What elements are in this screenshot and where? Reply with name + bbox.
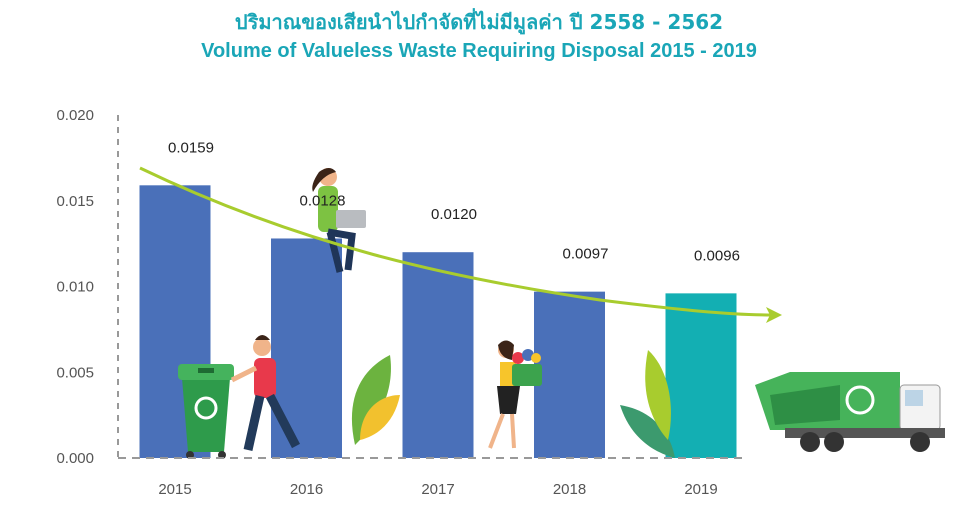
woman-with-laptop-icon [312, 168, 366, 273]
y-tick-label: 0.000 [56, 450, 94, 467]
y-tick-label: 0.005 [56, 364, 94, 381]
data-label: 0.0097 [563, 246, 609, 263]
woman-carrying-recycling-box-icon [488, 340, 542, 449]
y-tick-label: 0.020 [56, 107, 94, 124]
trend-curve [139, 166, 773, 317]
bar-2017 [402, 252, 474, 458]
bar-2019 [665, 293, 737, 458]
data-label: 0.0128 [300, 192, 346, 209]
garbage-truck-icon [755, 372, 945, 452]
chart-title-english: Volume of Valueless Waste Requiring Disp… [201, 40, 757, 62]
trend-arrowhead [766, 307, 782, 323]
x-tick-label: 2017 [421, 481, 454, 498]
x-tick-label: 2016 [290, 481, 323, 498]
data-label: 0.0120 [431, 206, 477, 223]
x-tick-label: 2018 [553, 481, 586, 498]
data-label: 0.0159 [168, 139, 214, 156]
x-tick-label: 2015 [158, 481, 191, 498]
recycle-bin-icon [178, 364, 234, 459]
plant-icon [351, 355, 400, 445]
y-tick-label: 0.015 [56, 193, 94, 210]
x-tick-label: 2019 [684, 481, 717, 498]
chart-title-thai: ปริมาณของเสียนำไปกำจัดที่ไม่มีมูลค่า ปี … [234, 10, 724, 34]
bar-2018 [534, 291, 605, 458]
plant-icon [620, 350, 675, 458]
person-pushing-bin-icon [230, 335, 300, 451]
data-label: 0.0096 [694, 247, 740, 264]
y-tick-label: 0.010 [56, 279, 94, 296]
